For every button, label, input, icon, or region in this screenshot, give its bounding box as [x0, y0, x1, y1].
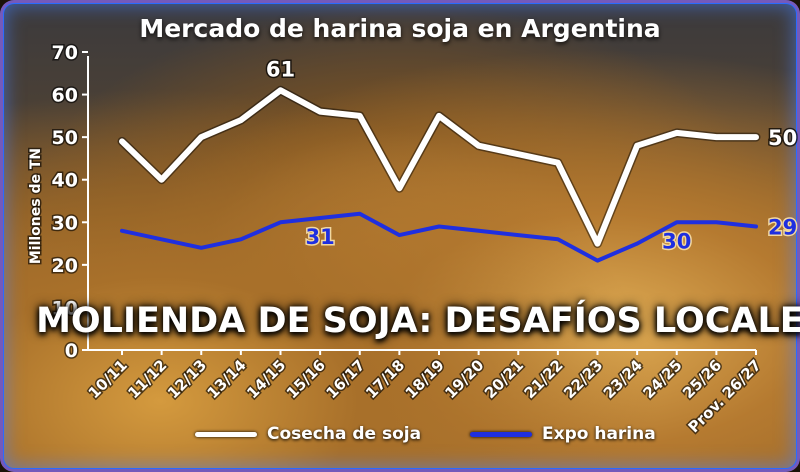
y-axis-title: Millones de TN [28, 148, 44, 264]
x-tick-label: 22/23 [560, 356, 606, 402]
x-tick-label: 16/17 [322, 356, 368, 402]
x-tick-label: 13/14 [204, 356, 250, 402]
y-tick-label: 20 [52, 255, 78, 277]
chart-title: Mercado de harina soja en Argentina [139, 14, 661, 43]
y-tick-label: 50 [52, 127, 78, 149]
x-tick-label: 11/12 [124, 356, 170, 402]
legend: Cosecha de soja Expo harina [0, 424, 800, 450]
x-tick-label: 10/11 [85, 356, 131, 402]
y-tick-label: 70 [52, 42, 78, 64]
series-line-expo [120, 211, 758, 263]
x-tick-label: 20/21 [481, 356, 527, 402]
legend-item-expo: Expo harina [470, 424, 656, 444]
legend-swatch-cosecha [195, 431, 257, 437]
y-tick-label: 60 [52, 85, 78, 107]
legend-item-cosecha: Cosecha de soja [195, 424, 421, 444]
x-tick-label: 15/16 [283, 356, 329, 402]
x-tick-label: 14/15 [243, 356, 289, 402]
y-tick-label: 10 [52, 297, 78, 319]
x-tick-label: 24/25 [639, 356, 685, 402]
data-label: 29 [768, 216, 797, 240]
x-tick-label: 19/20 [441, 356, 487, 402]
legend-swatch-expo [470, 431, 532, 437]
x-tick-label: 23/24 [600, 356, 646, 402]
y-tick-label: 0 [65, 340, 78, 362]
data-label: 31 [306, 225, 335, 249]
data-label: 50 [768, 126, 797, 150]
legend-label-cosecha: Cosecha de soja [267, 424, 422, 444]
y-tick-label: 30 [52, 212, 78, 234]
x-tick-label: 18/19 [402, 356, 448, 402]
headline: MOLIENDA DE SOJA: DESAFÍOS LOCALES [36, 301, 800, 341]
data-label: 30 [662, 229, 691, 253]
x-tick-label: 17/18 [362, 356, 408, 402]
series-line-cosecha [119, 87, 759, 247]
x-tick-label: 21/22 [521, 356, 567, 402]
y-tick-label: 40 [52, 170, 78, 192]
data-label: 61 [266, 57, 295, 81]
legend-label-expo: Expo harina [542, 424, 656, 444]
x-tick-label: 12/13 [164, 356, 210, 402]
